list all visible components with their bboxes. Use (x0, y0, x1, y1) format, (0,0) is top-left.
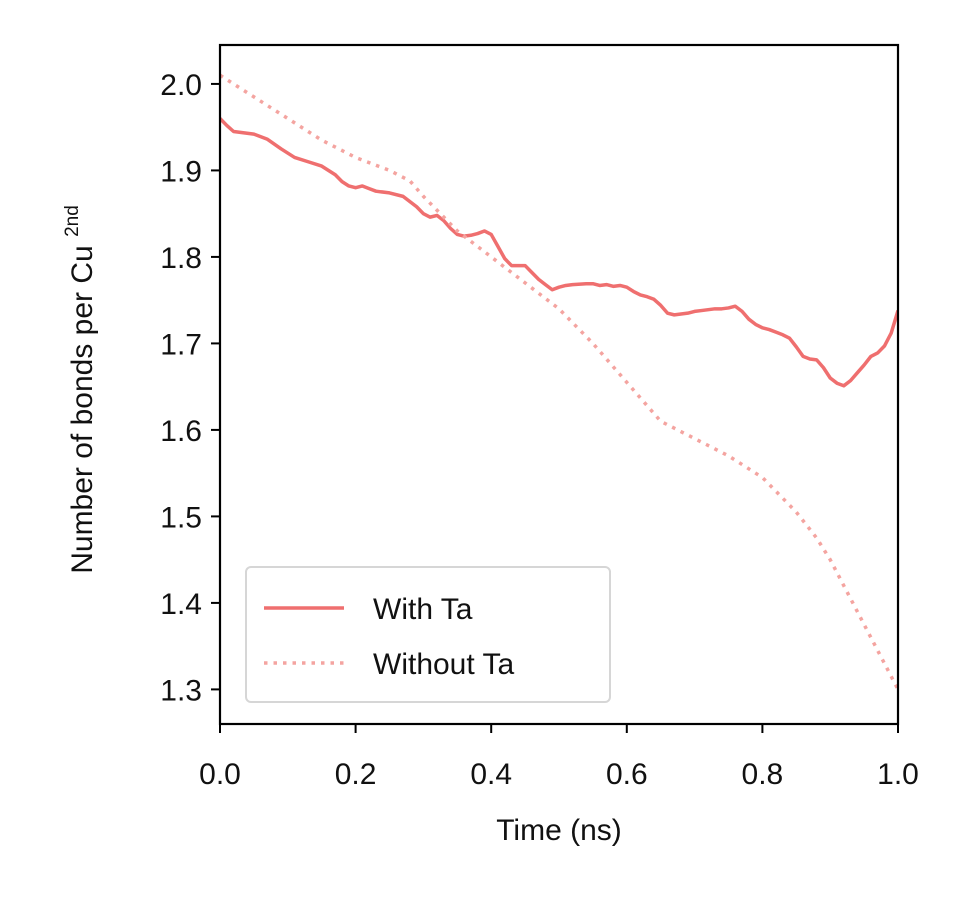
x-tick-label: 0.4 (470, 758, 512, 791)
legend-label-without-ta: Without Ta (373, 648, 514, 681)
x-tick-label: 0.2 (335, 758, 377, 791)
y-tick-label: 1.9 (160, 155, 202, 188)
x-axis-label: Time (ns) (496, 814, 622, 847)
y-tick-label: 1.6 (160, 415, 202, 448)
y-tick-label: 1.7 (160, 328, 202, 361)
plot-frame (218, 43, 900, 726)
series-layer (220, 73, 898, 691)
legend: With Ta Without Ta (245, 566, 611, 703)
x-tick-label: 0.0 (199, 758, 241, 791)
y-tick-label: 2.0 (160, 69, 202, 102)
y-axis-label: Number of bonds per Cu 2nd (62, 205, 99, 574)
series-line-with-ta (220, 117, 898, 388)
x-axis-ticks: 0.0 0.2 0.4 0.6 0.8 1.0 (199, 724, 919, 791)
x-tick-label: 0.8 (742, 758, 784, 791)
y-axis-label-main: Number of bonds per Cu (66, 245, 99, 574)
y-tick-label: 1.8 (160, 242, 202, 275)
y-tick-label: 1.4 (160, 588, 202, 621)
x-tick-label: 1.0 (877, 758, 919, 791)
y-tick-label: 1.5 (160, 501, 202, 534)
series-line-without-ta (220, 73, 898, 691)
y-tick-label: 1.3 (160, 674, 202, 707)
x-tick-label: 0.6 (606, 758, 648, 791)
y-axis-ticks: 1.3 1.4 1.5 1.6 1.7 1.8 1.9 2.0 (160, 69, 220, 707)
legend-label-with-ta: With Ta (373, 593, 473, 626)
legend-box (245, 566, 611, 703)
y-axis-label-superscript: 2nd (62, 205, 83, 237)
